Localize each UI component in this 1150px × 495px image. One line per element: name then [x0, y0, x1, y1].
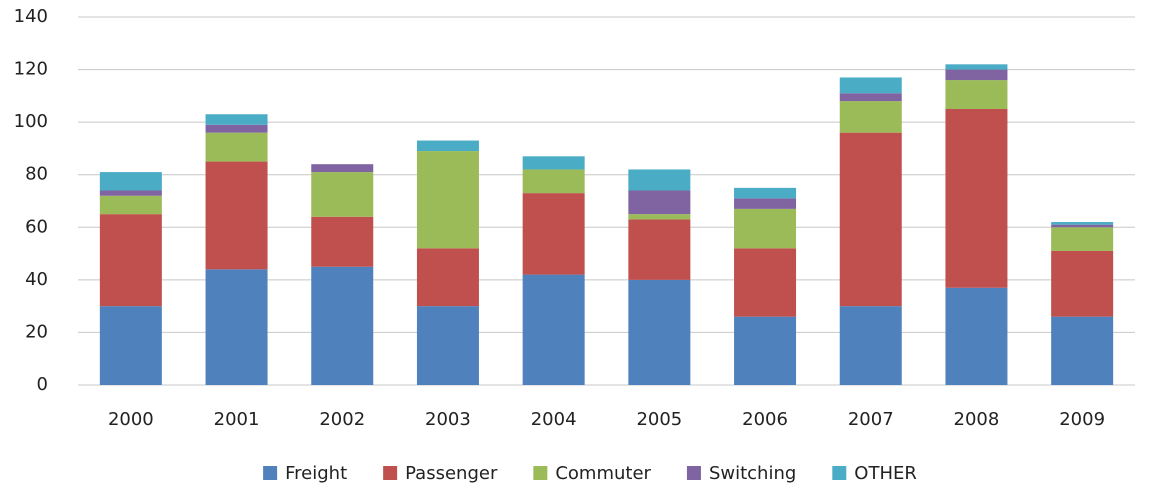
bar-segment	[945, 69, 1008, 81]
bar-segment	[1051, 227, 1114, 251]
bar-segment	[99, 306, 162, 385]
bar-segment	[99, 214, 162, 307]
bar-segment	[205, 132, 268, 162]
bar-segment	[945, 80, 1008, 109]
bar-segment	[311, 164, 374, 173]
bar-segment	[839, 93, 902, 102]
y-tick-label: 20	[25, 321, 48, 342]
bar-segment	[945, 287, 1008, 385]
legend-label: Commuter	[555, 463, 651, 484]
legend-label: Freight	[285, 463, 347, 484]
x-tick-label: 2006	[742, 409, 788, 430]
bar-segment	[99, 190, 162, 196]
x-tick-label: 2000	[108, 409, 154, 430]
x-tick-label: 2009	[1059, 409, 1105, 430]
legend-swatch	[686, 466, 701, 480]
legend-label: Passenger	[405, 463, 498, 484]
bar-segment	[311, 266, 374, 385]
bar-segment	[734, 208, 797, 249]
bar-segment	[205, 124, 268, 133]
bar-segment	[522, 169, 585, 194]
bar-segment	[416, 140, 479, 152]
bar-segment	[1051, 250, 1114, 317]
bar-segment	[1051, 224, 1114, 228]
bar-segment	[416, 306, 479, 385]
bar-segment	[99, 195, 162, 215]
y-tick-label: 0	[37, 374, 48, 395]
bar-segment	[416, 151, 479, 249]
x-tick-label: 2007	[848, 409, 894, 430]
x-tick-label: 2003	[425, 409, 471, 430]
bar-segment	[839, 132, 902, 307]
bar-segment	[839, 77, 902, 94]
bar-segment	[734, 187, 797, 199]
y-tick-label: 100	[14, 111, 48, 132]
legend-swatch	[383, 466, 398, 480]
bar-segment	[628, 214, 691, 220]
bar-segment	[1051, 222, 1114, 225]
legend-swatch	[263, 466, 278, 480]
x-tick-label: 2002	[319, 409, 365, 430]
bar-segment	[311, 172, 374, 217]
bar-segment	[628, 279, 691, 385]
bar-segment	[628, 190, 691, 215]
y-tick-label: 40	[25, 269, 48, 290]
y-tick-label: 60	[25, 216, 48, 237]
legend-swatch	[533, 466, 548, 480]
bar-segment	[205, 114, 268, 125]
bar-segment	[839, 101, 902, 133]
legend-swatch	[832, 466, 847, 480]
bar-segment	[522, 274, 585, 385]
legend-label: OTHER	[854, 463, 917, 484]
bar-segment	[416, 248, 479, 307]
bar-segment	[734, 316, 797, 385]
bar-segment	[99, 172, 162, 191]
legend-label: Switching	[709, 463, 796, 484]
x-tick-label: 2001	[214, 409, 260, 430]
bar-segment	[205, 269, 268, 385]
bar-segment	[1051, 316, 1114, 385]
bar-segment	[945, 109, 1008, 288]
x-tick-label: 2008	[954, 409, 1000, 430]
bar-segment	[839, 306, 902, 385]
bar-segment	[311, 216, 374, 267]
bar-segment	[628, 169, 691, 191]
bar-segment	[945, 64, 1008, 70]
y-tick-label: 80	[25, 164, 48, 185]
bar-segment	[734, 198, 797, 209]
bar-segment	[522, 156, 585, 170]
y-tick-label: 120	[14, 59, 48, 80]
y-tick-label: 140	[14, 6, 48, 27]
bar-segment	[205, 161, 268, 270]
bar-segment	[522, 193, 585, 275]
x-tick-label: 2004	[531, 409, 577, 430]
x-tick-label: 2005	[636, 409, 682, 430]
bar-segment	[628, 219, 691, 280]
bar-segment	[734, 248, 797, 317]
